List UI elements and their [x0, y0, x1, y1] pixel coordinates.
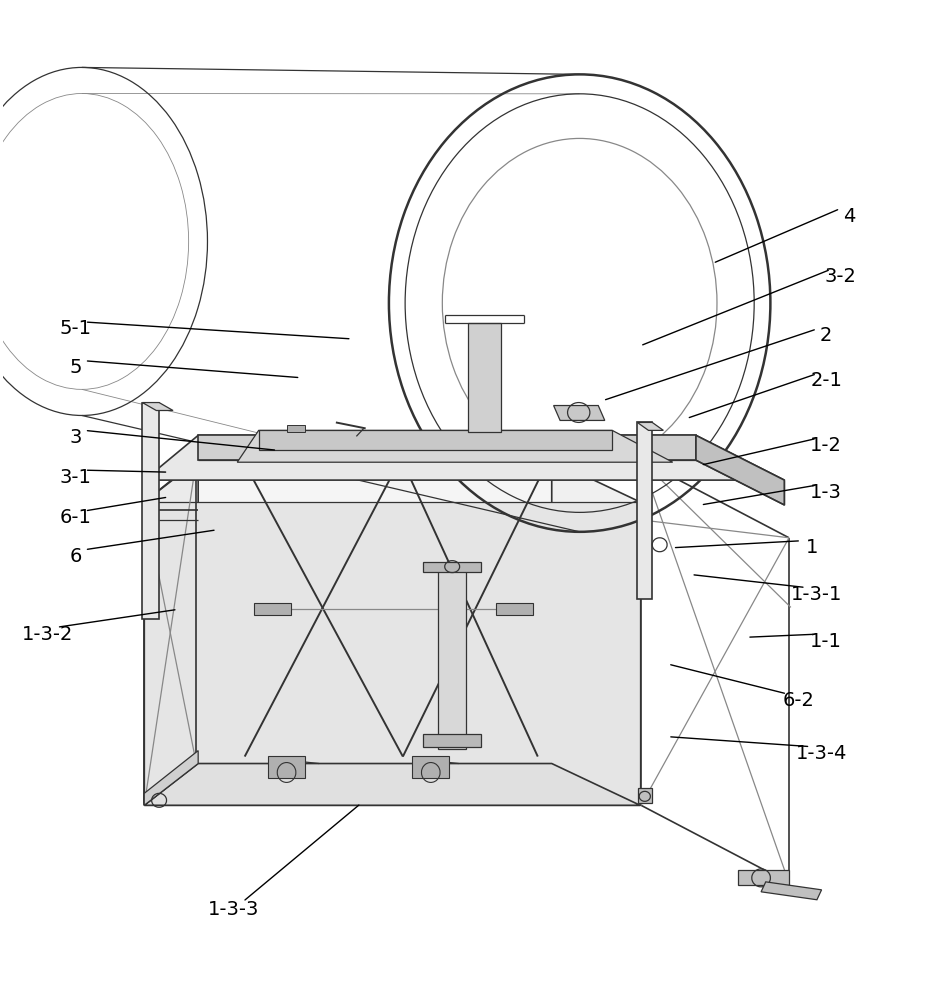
Text: 6: 6	[69, 547, 81, 566]
Text: 1-3-3: 1-3-3	[208, 900, 259, 919]
Text: 1-1: 1-1	[811, 632, 842, 651]
Text: 5-1: 5-1	[59, 319, 92, 338]
Text: 3-2: 3-2	[825, 267, 856, 286]
Polygon shape	[237, 430, 673, 462]
Polygon shape	[144, 502, 640, 805]
Polygon shape	[761, 882, 822, 900]
Polygon shape	[637, 422, 664, 430]
Text: 6-1: 6-1	[59, 508, 92, 527]
Polygon shape	[286, 425, 305, 432]
Polygon shape	[144, 751, 198, 805]
Polygon shape	[423, 734, 481, 747]
Polygon shape	[638, 788, 652, 803]
Text: 1: 1	[806, 538, 818, 557]
Polygon shape	[423, 562, 481, 572]
Text: 3: 3	[69, 428, 81, 447]
Polygon shape	[144, 764, 640, 805]
Polygon shape	[553, 406, 605, 420]
Text: 6-2: 6-2	[782, 691, 814, 710]
Polygon shape	[438, 570, 466, 749]
Text: 1-3-1: 1-3-1	[791, 585, 842, 604]
Polygon shape	[254, 603, 291, 615]
Polygon shape	[142, 403, 173, 410]
Text: 1-3-4: 1-3-4	[796, 744, 847, 763]
Polygon shape	[144, 460, 198, 805]
Text: 2-1: 2-1	[811, 371, 842, 390]
Polygon shape	[738, 870, 789, 885]
Text: 5: 5	[69, 358, 81, 377]
Polygon shape	[142, 403, 159, 619]
Text: 2: 2	[820, 326, 832, 345]
Polygon shape	[637, 422, 652, 599]
Polygon shape	[551, 460, 640, 805]
Polygon shape	[696, 435, 784, 505]
Text: 1-3: 1-3	[811, 483, 842, 502]
Text: 4: 4	[843, 207, 856, 226]
Polygon shape	[198, 460, 551, 764]
Polygon shape	[496, 603, 534, 615]
Polygon shape	[144, 435, 784, 480]
Text: 1-2: 1-2	[811, 436, 842, 455]
Polygon shape	[468, 323, 501, 432]
Polygon shape	[198, 435, 696, 460]
Polygon shape	[258, 430, 612, 450]
Text: 1-3-2: 1-3-2	[22, 625, 73, 644]
Polygon shape	[268, 756, 305, 778]
Polygon shape	[412, 756, 449, 778]
Text: 3-1: 3-1	[59, 468, 92, 487]
